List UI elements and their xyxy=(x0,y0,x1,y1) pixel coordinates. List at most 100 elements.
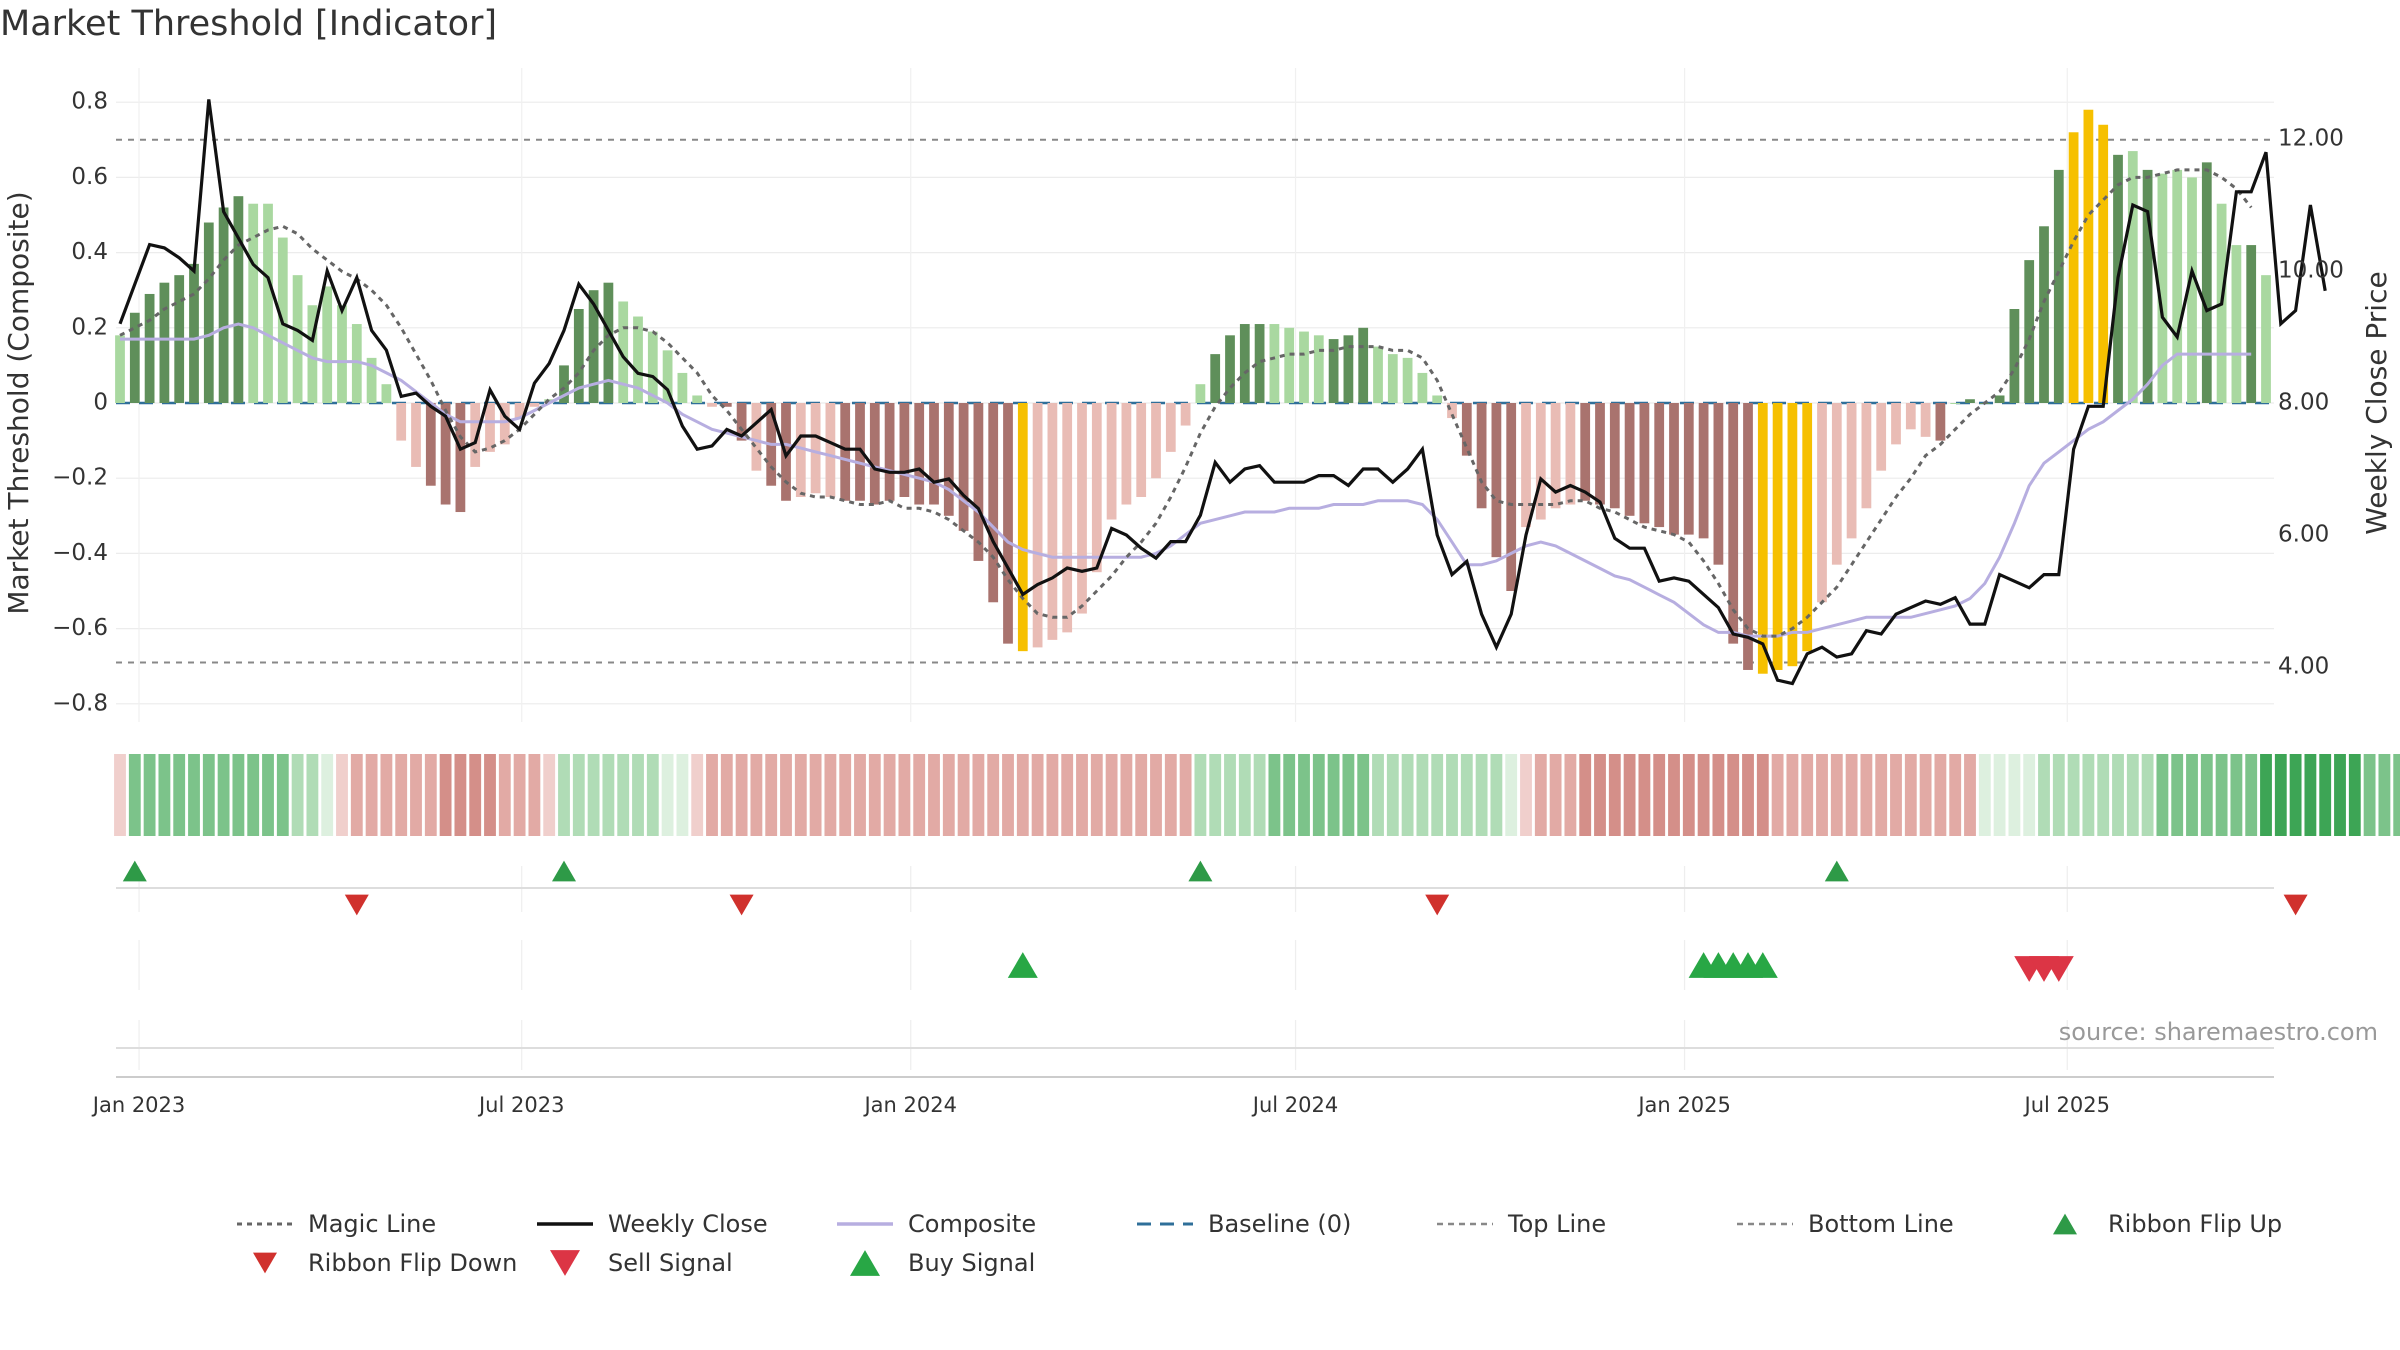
ribbon-cell xyxy=(558,754,570,836)
composite-bar xyxy=(1491,403,1502,558)
x-tick-label: Jul 2024 xyxy=(1251,1093,1338,1117)
ribbon-cell xyxy=(2363,754,2376,836)
composite-bar xyxy=(307,305,318,403)
ribbon-cell xyxy=(794,754,807,836)
axis-layer: 0.8 0.6 0.4 0.2 0 −0.2 −0.4 −0.6 −0.8 12.00 10.00 8… xyxy=(2,89,2393,1117)
composite-bar xyxy=(1210,354,1221,403)
composite-bar xyxy=(1091,403,1102,573)
ribbon-cell xyxy=(1623,754,1636,836)
legend-label-sell-signal: Sell Signal xyxy=(608,1249,733,1277)
composite-bar xyxy=(1743,403,1753,670)
ribbon-cell xyxy=(498,754,511,836)
composite-bar xyxy=(1550,403,1561,509)
composite-bar xyxy=(751,403,762,471)
composite-bar xyxy=(455,403,466,513)
composite-bar xyxy=(677,372,688,403)
ribbon-cell xyxy=(868,754,881,836)
composite-bar xyxy=(1239,324,1250,403)
sell-signal-marker xyxy=(2043,956,2074,982)
ribbon-cell xyxy=(439,754,452,836)
ribbon-cell xyxy=(1682,754,1695,836)
ribbon-cell xyxy=(1964,754,1976,836)
composite-bar xyxy=(899,403,910,497)
composite-bar xyxy=(588,290,599,403)
ribbon-cell xyxy=(2082,754,2095,836)
ribbon-cell xyxy=(202,754,215,836)
legend-label-buy-signal: Buy Signal xyxy=(908,1249,1035,1277)
legend-swatch-ribbon-flip-down xyxy=(253,1252,277,1274)
ribbon-cell xyxy=(1224,754,1236,836)
ribbon-cell xyxy=(484,754,496,836)
ribbon-cell xyxy=(587,754,600,836)
ribbon-cell xyxy=(2378,754,2391,836)
composite-bar xyxy=(1846,403,1857,539)
composite-bar xyxy=(1343,335,1354,403)
ribbon-cell xyxy=(1816,754,1828,836)
ribbon-cell xyxy=(395,754,408,836)
ribbon-cell xyxy=(765,754,778,836)
composite-bar xyxy=(248,203,259,403)
ribbon-cell xyxy=(1534,754,1547,836)
ribbon-cell xyxy=(1135,754,1148,836)
composite-bar xyxy=(1225,335,1235,403)
composite-bar xyxy=(1609,403,1620,509)
y-right-tick-label: 4.00 xyxy=(2278,654,2329,680)
composite-bar xyxy=(1787,403,1798,667)
composite-bar xyxy=(1402,357,1413,403)
ribbon-cell xyxy=(987,754,1000,836)
composite-bar xyxy=(396,403,407,441)
composite-bar xyxy=(1269,324,1280,403)
ribbon-cell xyxy=(365,754,378,836)
composite-bar xyxy=(736,403,747,441)
composite-bar xyxy=(1861,403,1872,509)
ribbon-cell xyxy=(306,754,319,836)
ribbon-cell xyxy=(1431,754,1444,836)
ribbon-cell xyxy=(854,754,866,836)
ribbon-cell xyxy=(2289,754,2302,836)
ribbon-cell xyxy=(1490,754,1503,836)
composite-bar xyxy=(411,403,421,467)
composite-bar xyxy=(1299,331,1309,403)
ribbon-cell xyxy=(913,754,926,836)
ribbon-cell xyxy=(1579,754,1592,836)
composite-bar xyxy=(1965,399,1975,403)
composite-bar xyxy=(440,403,451,505)
composite-bar xyxy=(973,403,984,561)
legend-label-weekly-close: Weekly Close xyxy=(608,1210,768,1238)
ribbon-cell xyxy=(2393,754,2400,836)
ribbon-cell xyxy=(602,754,615,836)
buy-signal-marker xyxy=(1747,952,1778,978)
chart-title: Market Threshold [Indicator] xyxy=(0,4,498,44)
composite-bar xyxy=(263,203,273,403)
ribbon-flip-down-marker xyxy=(729,894,754,916)
composite-bar xyxy=(203,222,214,403)
composite-bar xyxy=(795,403,806,497)
composite-bar xyxy=(1624,403,1635,516)
ribbon-cell xyxy=(2112,754,2124,836)
composite-bar xyxy=(1358,327,1369,403)
ribbon-cell xyxy=(2097,754,2110,836)
ribbon-cell xyxy=(217,754,230,836)
composite-bar xyxy=(499,403,510,445)
composite-bar xyxy=(988,403,999,603)
ribbon-cell xyxy=(2230,754,2243,836)
composite-bar xyxy=(1728,403,1739,644)
ribbon-cell xyxy=(750,754,763,836)
y-left-tick-label: −0.4 xyxy=(52,540,108,566)
composite-bar xyxy=(2053,169,2064,403)
ribbon-cell xyxy=(321,754,334,836)
source-label: source: sharemaestro.com xyxy=(2059,1018,2378,1046)
composite-bar xyxy=(603,282,614,403)
ribbon-cell xyxy=(2215,754,2228,836)
grid-layer xyxy=(116,68,2274,1078)
y-left-tick-label: 0.4 xyxy=(71,239,108,265)
ribbon-cell xyxy=(1283,754,1296,836)
ribbon-cell xyxy=(1771,754,1784,836)
ribbon-cell xyxy=(1830,754,1843,836)
ribbon-cell xyxy=(1416,754,1429,836)
composite-bar xyxy=(929,403,939,505)
legend-label-magic-line: Magic Line xyxy=(308,1210,436,1238)
ribbon-cell xyxy=(617,754,630,836)
composite-bar xyxy=(514,403,525,419)
